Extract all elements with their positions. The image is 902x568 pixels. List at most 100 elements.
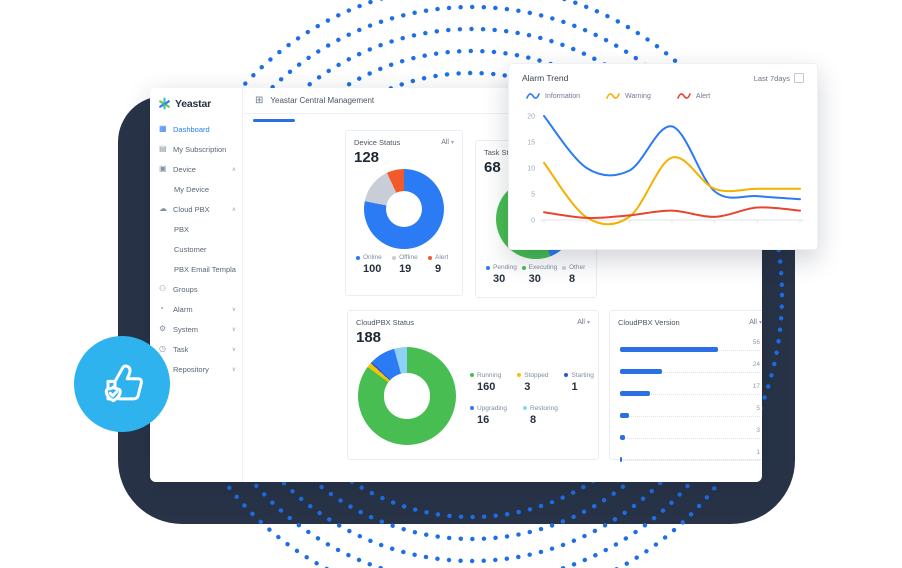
sidebar-item-pbx[interactable]: PBX	[150, 219, 242, 239]
legend-item: Warning	[606, 92, 651, 100]
sidebar: Yeastar ▦ Dashboard ▤ My Subscription ▣ Devic…	[150, 88, 243, 482]
version-bar-row: 24	[620, 351, 760, 374]
cloudpbx-status-filter[interactable]: All ▾	[577, 319, 590, 326]
sidebar-item-label: Groups	[173, 284, 198, 294]
device-status-filter[interactable]: All ▾	[441, 139, 454, 146]
cloudpbx-status-title: CloudPBX Status	[356, 318, 414, 327]
sidebar-item-label: PBX Email Template	[174, 264, 236, 274]
yeastar-logo: Yeastar	[150, 88, 242, 117]
cloudpbx-status-donut	[358, 347, 456, 445]
device-status-legend: Online 100 Offline 19 Alert 9	[346, 254, 462, 275]
thumbs-up-badge	[74, 336, 170, 432]
cloud-icon: ☁	[159, 204, 167, 213]
apps-menu-icon[interactable]: ⊞	[255, 95, 264, 106]
gear-icon: ⚙	[159, 324, 167, 333]
sidebar-item-label: Cloud PBX	[173, 204, 210, 214]
sidebar-item-label: Dashboard	[173, 124, 210, 134]
device-status-card: Device Status All ▾ 128 Online 100	[345, 130, 463, 296]
dropdown-icon: ▾	[758, 320, 762, 326]
cloudpbx-version-filter[interactable]: All ▾	[749, 319, 762, 326]
sidebar-item-device[interactable]: ▣ Device ∧	[150, 159, 242, 179]
thumbs-up-icon	[104, 364, 143, 403]
sidebar-item-pbx-email-template[interactable]: PBX Email Template	[150, 259, 242, 279]
sidebar-item-customer[interactable]: Customer	[150, 239, 242, 259]
alarm-bell-icon: ◔	[159, 304, 164, 313]
version-bar-value: 56	[752, 339, 760, 346]
legend-dot	[562, 265, 566, 270]
legend-item: Online 100	[356, 254, 382, 275]
legend-dot	[356, 255, 360, 260]
wave-icon	[526, 93, 540, 99]
chevron-down-icon: ∨	[231, 306, 236, 313]
wave-icon	[606, 93, 620, 99]
legend-item: Starting 1	[564, 372, 594, 393]
version-bar-row: 3	[620, 417, 760, 440]
sidebar-item-label: Repository	[173, 364, 209, 374]
sidebar-item-alarm[interactable]: ◔ Alarm ∨	[150, 299, 242, 319]
alarm-trend-title: Alarm Trend	[522, 73, 569, 83]
legend-dot	[428, 255, 432, 260]
legend-dot	[523, 406, 527, 410]
svg-text:5: 5	[531, 192, 535, 199]
legend-dot	[470, 406, 474, 410]
svg-text:0: 0	[531, 218, 535, 225]
sidebar-item-cloud-pbx[interactable]: ☁ Cloud PBX ∧	[150, 199, 242, 219]
version-bar-value: 3	[756, 427, 760, 434]
sidebar-item-task[interactable]: ◷ Task ∨	[150, 339, 242, 359]
version-bar-value: 24	[752, 361, 760, 368]
clock-icon: ◷	[159, 344, 166, 353]
version-bar-value: 17	[752, 383, 760, 390]
yeastar-logo-icon	[159, 97, 170, 110]
cloudpbx-total: 188	[356, 329, 382, 346]
alarm-range-selector[interactable]: Last 7days	[754, 73, 804, 83]
legend-item: Alert	[677, 92, 710, 100]
alarm-trend-card: Alarm Trend Last 7days Information Warni…	[508, 63, 818, 250]
legend-item: Pending 30	[486, 264, 517, 285]
legend-item: Information	[526, 92, 580, 100]
svg-text:15: 15	[527, 140, 535, 147]
legend-dot	[392, 255, 397, 260]
version-bar	[620, 457, 622, 462]
svg-text:10: 10	[527, 166, 535, 173]
cloudpbx-status-legend: Running 160 Stopped 3 Starting 1	[470, 365, 594, 426]
wave-icon	[677, 93, 691, 99]
legend-item: Upgrading 16	[470, 405, 507, 426]
dropdown-icon: ▾	[586, 320, 590, 326]
legend-item: Alert 9	[428, 254, 452, 275]
sidebar-item-groups[interactable]: ⚇ Groups	[150, 279, 242, 299]
sidebar-item-label: My Device	[174, 184, 210, 194]
chevron-up-icon: ∧	[231, 206, 236, 213]
cloudpbx-version-bars: 56 24 17 5 3 1	[610, 327, 762, 462]
device-icon: ▣	[159, 164, 167, 173]
subscription-icon: ▤	[159, 144, 167, 153]
chevron-up-icon: ∧	[231, 166, 236, 173]
device-total: 128	[354, 149, 380, 166]
sidebar-item-dashboard[interactable]: ▦ Dashboard	[150, 119, 242, 139]
device-status-title: Device Status	[354, 138, 401, 147]
sidebar-item-my-device[interactable]: My Device	[150, 179, 242, 199]
legend-dot	[486, 265, 490, 270]
legend-item: Stopped 3	[517, 372, 548, 393]
sidebar-item-system[interactable]: ⚙ System ∨	[150, 319, 242, 339]
version-bar-row: 5	[620, 395, 760, 418]
version-bar-value: 5	[756, 405, 760, 412]
sidebar-item-label: Alarm	[173, 304, 193, 314]
sidebar-nav: ▦ Dashboard ▤ My Subscription ▣ Device ∧ My Dev…	[150, 119, 242, 379]
legend-dot	[470, 373, 474, 377]
sidebar-item-label: PBX	[174, 224, 190, 234]
chevron-down-icon: ∨	[231, 326, 236, 333]
sidebar-item-label: Task	[173, 344, 189, 354]
sidebar-item-label: My Subscription	[173, 144, 227, 154]
version-bar-row: 17	[620, 373, 760, 396]
legend-dot	[564, 373, 569, 377]
sidebar-item-my-subscription[interactable]: ▤ My Subscription	[150, 139, 242, 159]
dashboard-icon: ▦	[159, 124, 167, 133]
alarm-trend-line-chart: 20 15 10 5 0	[527, 114, 804, 226]
yeastar-logo-text: Yeastar	[175, 97, 211, 110]
window-title: Yeastar Central Management	[270, 96, 375, 105]
legend-item: Other 8	[562, 264, 586, 285]
groups-icon: ⚇	[159, 284, 167, 293]
device-status-donut	[364, 169, 444, 249]
legend-dot	[517, 373, 522, 377]
